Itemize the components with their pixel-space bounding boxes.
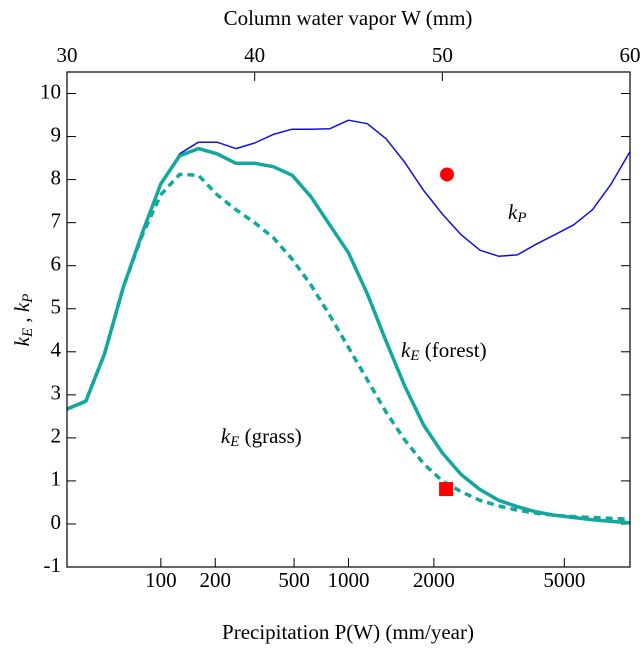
y-title-part: k bbox=[10, 302, 34, 312]
point bbox=[440, 167, 455, 182]
top-tick-label: 50 bbox=[432, 43, 453, 67]
top-tick-label: 30 bbox=[57, 43, 78, 67]
y-tick-label: 7 bbox=[51, 208, 62, 232]
annotation: kE (grass) bbox=[221, 424, 302, 451]
annotation-part: E bbox=[409, 348, 419, 364]
y-title-part: P bbox=[20, 294, 36, 304]
y-tick-label: 2 bbox=[51, 424, 62, 448]
y-tick-label: 4 bbox=[51, 338, 62, 362]
bottom-tick-label: 100 bbox=[145, 568, 177, 592]
bottom-tick-label: 500 bbox=[278, 568, 310, 592]
y-tick-label: 1 bbox=[51, 467, 62, 491]
y-tick-label: 6 bbox=[51, 252, 62, 276]
point bbox=[439, 482, 454, 497]
y-title-part: E bbox=[20, 328, 36, 338]
y-title-part: k bbox=[10, 336, 34, 346]
annotation-part: k bbox=[401, 338, 411, 362]
data-line bbox=[66, 172, 631, 521]
y-tick-label: -1 bbox=[44, 553, 62, 577]
top-tick-label: 40 bbox=[244, 43, 265, 67]
annotation-part: P bbox=[516, 210, 526, 226]
bottom-tick-label: 200 bbox=[200, 568, 232, 592]
bottom-tick-label: 1000 bbox=[328, 568, 370, 592]
bottom-tick-label: 5000 bbox=[543, 568, 585, 592]
y-tick-label: 5 bbox=[51, 295, 62, 319]
y-tick-label: 0 bbox=[51, 510, 62, 534]
y-tick-label: 9 bbox=[51, 122, 62, 146]
y-title-part: , bbox=[10, 312, 34, 328]
annotation-part: (forest) bbox=[420, 338, 487, 362]
annotation-part: k bbox=[221, 424, 231, 448]
top-tick-label: 60 bbox=[620, 43, 641, 67]
annotation: kE (forest) bbox=[401, 338, 487, 365]
bottom-tick-label: 2000 bbox=[413, 568, 455, 592]
annotation: kP bbox=[508, 200, 527, 227]
y-axis-title: kE , kP bbox=[10, 294, 37, 347]
y-tick-label: 3 bbox=[51, 381, 62, 405]
y-tick-label: 8 bbox=[51, 165, 62, 189]
data-line bbox=[66, 119, 631, 410]
plot-frame bbox=[66, 71, 631, 568]
x-axis-title: Precipitation P(W) (mm/year) bbox=[222, 620, 474, 644]
annotation-part: k bbox=[508, 200, 518, 224]
annotation-part: (grass) bbox=[239, 424, 301, 448]
data-line bbox=[66, 146, 631, 525]
annotation-part: E bbox=[229, 434, 239, 450]
top-axis-title: Column water vapor W (mm) bbox=[224, 6, 473, 30]
y-tick-label: 10 bbox=[40, 79, 61, 103]
